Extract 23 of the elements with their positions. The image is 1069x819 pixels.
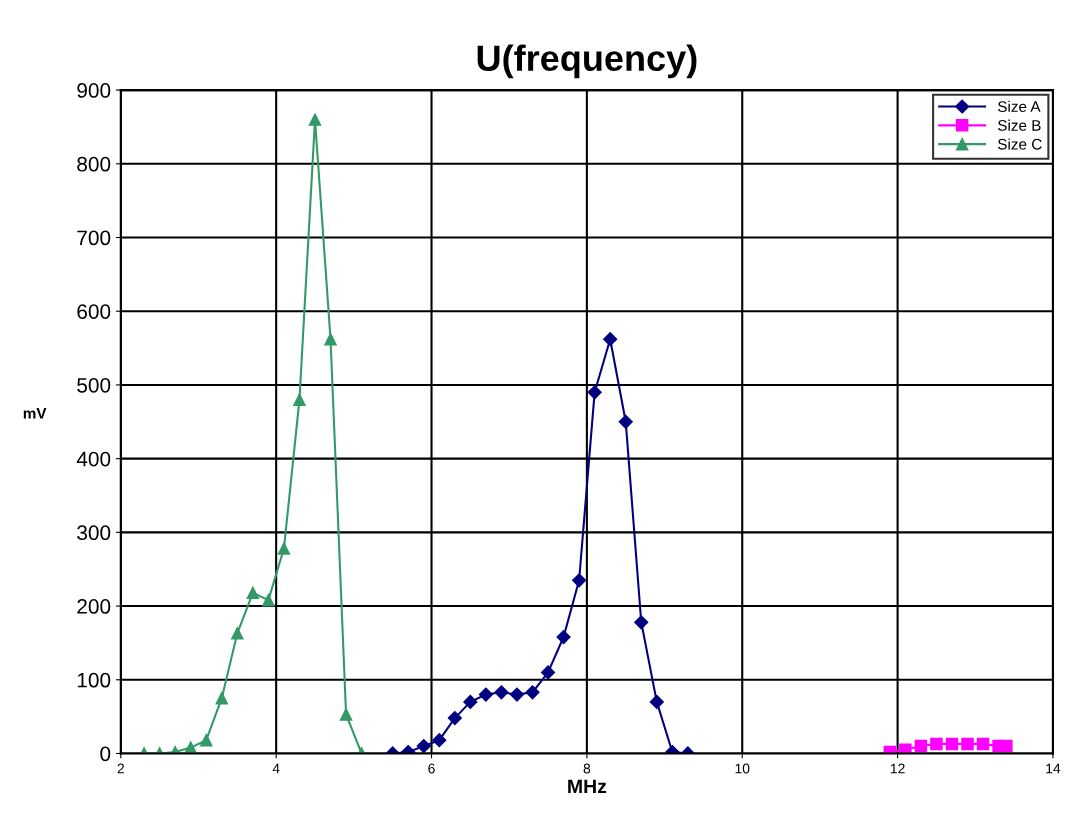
y-tick-label: 900	[77, 83, 111, 98]
y-tick-label: 400	[76, 451, 111, 467]
y-tick-label: 700	[77, 230, 111, 246]
x-tick-label: 8	[583, 763, 591, 774]
y-tick-label: 200	[77, 599, 111, 614]
y-tick-label: 600	[77, 304, 111, 319]
y-tick-label: 100	[77, 672, 111, 688]
x-axis-title: MHz	[568, 779, 607, 794]
y-tick-label: 500	[77, 377, 111, 393]
x-tick-label: 4	[272, 763, 280, 774]
legend-label: Size B	[997, 119, 1041, 131]
legend-label: Size A	[997, 100, 1041, 113]
chart-title: U(frequency)	[477, 44, 697, 79]
y-tick-label: 300	[77, 525, 111, 541]
x-tick-label: 14	[1046, 763, 1061, 774]
x-tick-label: 2	[117, 763, 124, 774]
x-tick-label: 10	[735, 763, 750, 774]
y-tick-label: 800	[77, 156, 111, 172]
legend-label: Size C	[997, 138, 1042, 150]
x-tick-label: 12	[890, 763, 905, 774]
y-axis-title: mV	[23, 408, 47, 419]
x-tick-label: 6	[428, 763, 435, 774]
y-tick-label: 0	[100, 746, 111, 762]
